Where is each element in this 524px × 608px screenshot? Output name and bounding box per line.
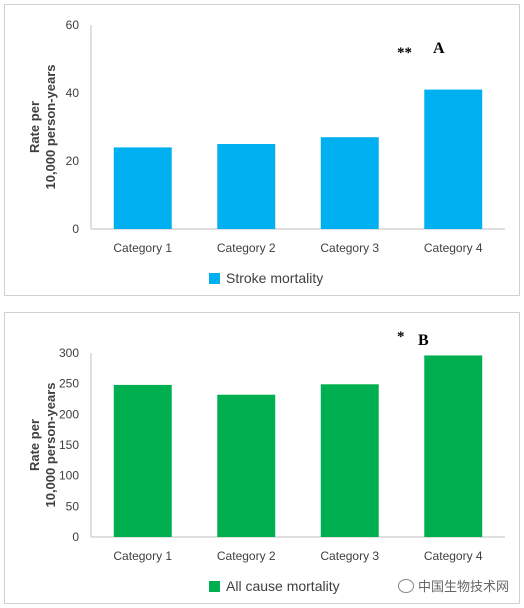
legend: Stroke mortality bbox=[209, 270, 323, 286]
y-tick-label: 200 bbox=[59, 407, 79, 421]
x-tick-label: Category 4 bbox=[424, 549, 483, 563]
y-tick-label: 40 bbox=[66, 86, 80, 100]
x-tick-label: Category 1 bbox=[113, 549, 172, 563]
y-tick-label: 300 bbox=[59, 346, 79, 360]
bar bbox=[320, 137, 379, 229]
y-tick-label: 50 bbox=[66, 499, 80, 513]
y-tick-label: 60 bbox=[66, 18, 80, 32]
x-tick-label: Category 4 bbox=[424, 241, 483, 255]
bar bbox=[113, 147, 172, 229]
all-cause-mortality-chart-panel: 0 50 100 150 200 250 300 Category 1 Category 2 Ca… bbox=[4, 312, 520, 604]
bar bbox=[113, 384, 172, 537]
x-tick-label: Category 1 bbox=[113, 241, 172, 255]
watermark: 中国生物技术网 bbox=[397, 576, 509, 595]
watermark-text: 中国生物技术网 bbox=[417, 580, 509, 595]
legend-swatch bbox=[209, 580, 220, 592]
x-tick-label: Category 2 bbox=[217, 549, 276, 563]
y-axis-label: Rate per bbox=[27, 419, 42, 471]
stroke-mortality-chart: 0 20 40 60 Category 1 Category 2 Category 3 Cat… bbox=[27, 18, 505, 255]
legend-swatch bbox=[209, 272, 220, 284]
y-tick-label: 20 bbox=[66, 154, 80, 168]
legend-label: All cause mortality bbox=[226, 578, 340, 594]
wechat-icon bbox=[397, 578, 414, 593]
y-tick-label: 100 bbox=[59, 469, 79, 483]
panel-label: A bbox=[433, 40, 445, 57]
panel-label: B bbox=[418, 332, 429, 349]
y-axis-label: Rate per bbox=[27, 101, 42, 153]
x-tick-label: Category 3 bbox=[320, 241, 379, 255]
legend-label: Stroke mortality bbox=[226, 270, 324, 286]
y-axis-label: 10,000 person-years bbox=[43, 64, 58, 189]
y-tick-label: 0 bbox=[72, 222, 79, 236]
bar bbox=[217, 394, 276, 537]
significance-annotation: ** bbox=[397, 45, 412, 61]
bar bbox=[424, 355, 483, 537]
stroke-mortality-chart-panel: 0 20 40 60 Category 1 Category 2 Category 3 Cat… bbox=[4, 4, 520, 296]
y-tick-label: 150 bbox=[59, 438, 79, 452]
significance-annotation: * bbox=[397, 329, 405, 345]
bar bbox=[424, 89, 483, 229]
x-tick-label: Category 2 bbox=[217, 241, 276, 255]
y-tick-label: 0 bbox=[72, 530, 79, 544]
legend: All cause mortality bbox=[209, 578, 340, 594]
x-tick-label: Category 3 bbox=[320, 549, 379, 563]
all-cause-mortality-chart: 0 50 100 150 200 250 300 Category 1 Category 2 Ca… bbox=[27, 329, 505, 563]
y-axis-label: 10,000 person-years bbox=[43, 382, 58, 507]
bar bbox=[217, 144, 276, 229]
y-tick-label: 250 bbox=[59, 377, 79, 391]
bar bbox=[320, 384, 379, 537]
